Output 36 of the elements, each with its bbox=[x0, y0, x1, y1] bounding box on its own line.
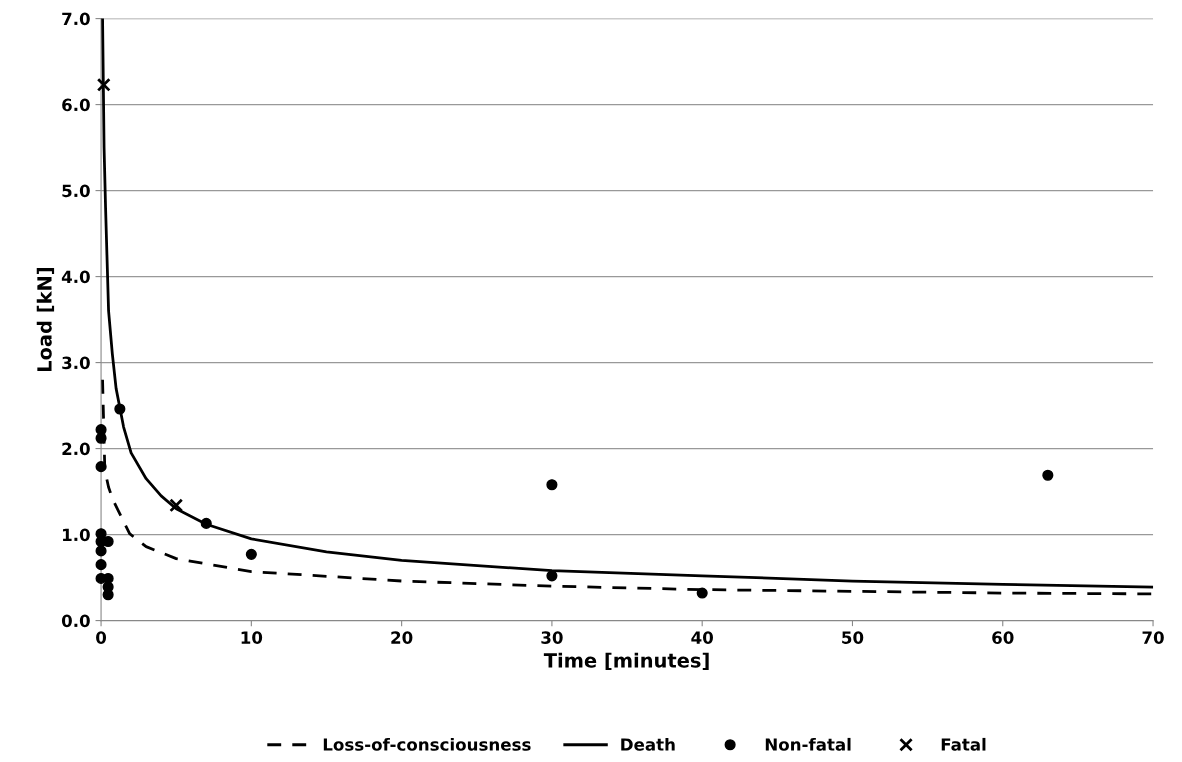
x-tick-label: 30 bbox=[541, 631, 563, 644]
point bbox=[114, 403, 126, 415]
legend-label: Non-fatal bbox=[765, 737, 851, 751]
point bbox=[169, 498, 184, 513]
legend-label: Fatal bbox=[941, 737, 986, 751]
x-tick-label: 60 bbox=[992, 631, 1014, 644]
line-series bbox=[101, 18, 1154, 589]
point bbox=[546, 570, 558, 582]
legend-label: Death bbox=[621, 737, 675, 751]
x-axis-title: Time [minutes] bbox=[543, 652, 709, 671]
y-tick-label: 4.0 bbox=[61, 270, 90, 284]
point bbox=[95, 461, 107, 473]
y-tick-label: 2.0 bbox=[62, 442, 90, 456]
y-tick-label: 5.0 bbox=[62, 184, 90, 198]
y-tick-label: 6.0 bbox=[62, 98, 90, 112]
point bbox=[245, 548, 257, 560]
point bbox=[96, 77, 111, 92]
x-tick-label: 50 bbox=[842, 631, 864, 644]
point bbox=[95, 545, 107, 557]
y-tick-label: 1.0 bbox=[63, 528, 90, 542]
point bbox=[200, 517, 212, 529]
y-tick-label: 7.0 bbox=[62, 12, 90, 26]
point bbox=[95, 559, 107, 571]
x-tick-label: 40 bbox=[691, 631, 713, 644]
x-tick-label: 20 bbox=[391, 631, 413, 644]
point bbox=[102, 589, 114, 601]
x-tick-label: 0 bbox=[96, 631, 107, 644]
point bbox=[696, 587, 708, 599]
point bbox=[1042, 469, 1054, 481]
x-tick-label: 70 bbox=[1142, 631, 1164, 644]
point bbox=[546, 479, 558, 491]
y-axis-title: Load [kN] bbox=[36, 267, 55, 372]
y-tick-label: 3.0 bbox=[62, 356, 90, 370]
y-tick-label: 0.0 bbox=[61, 614, 90, 628]
legend-label: Loss-of-consciousness bbox=[323, 737, 531, 751]
x-tick-label: 10 bbox=[241, 631, 263, 644]
